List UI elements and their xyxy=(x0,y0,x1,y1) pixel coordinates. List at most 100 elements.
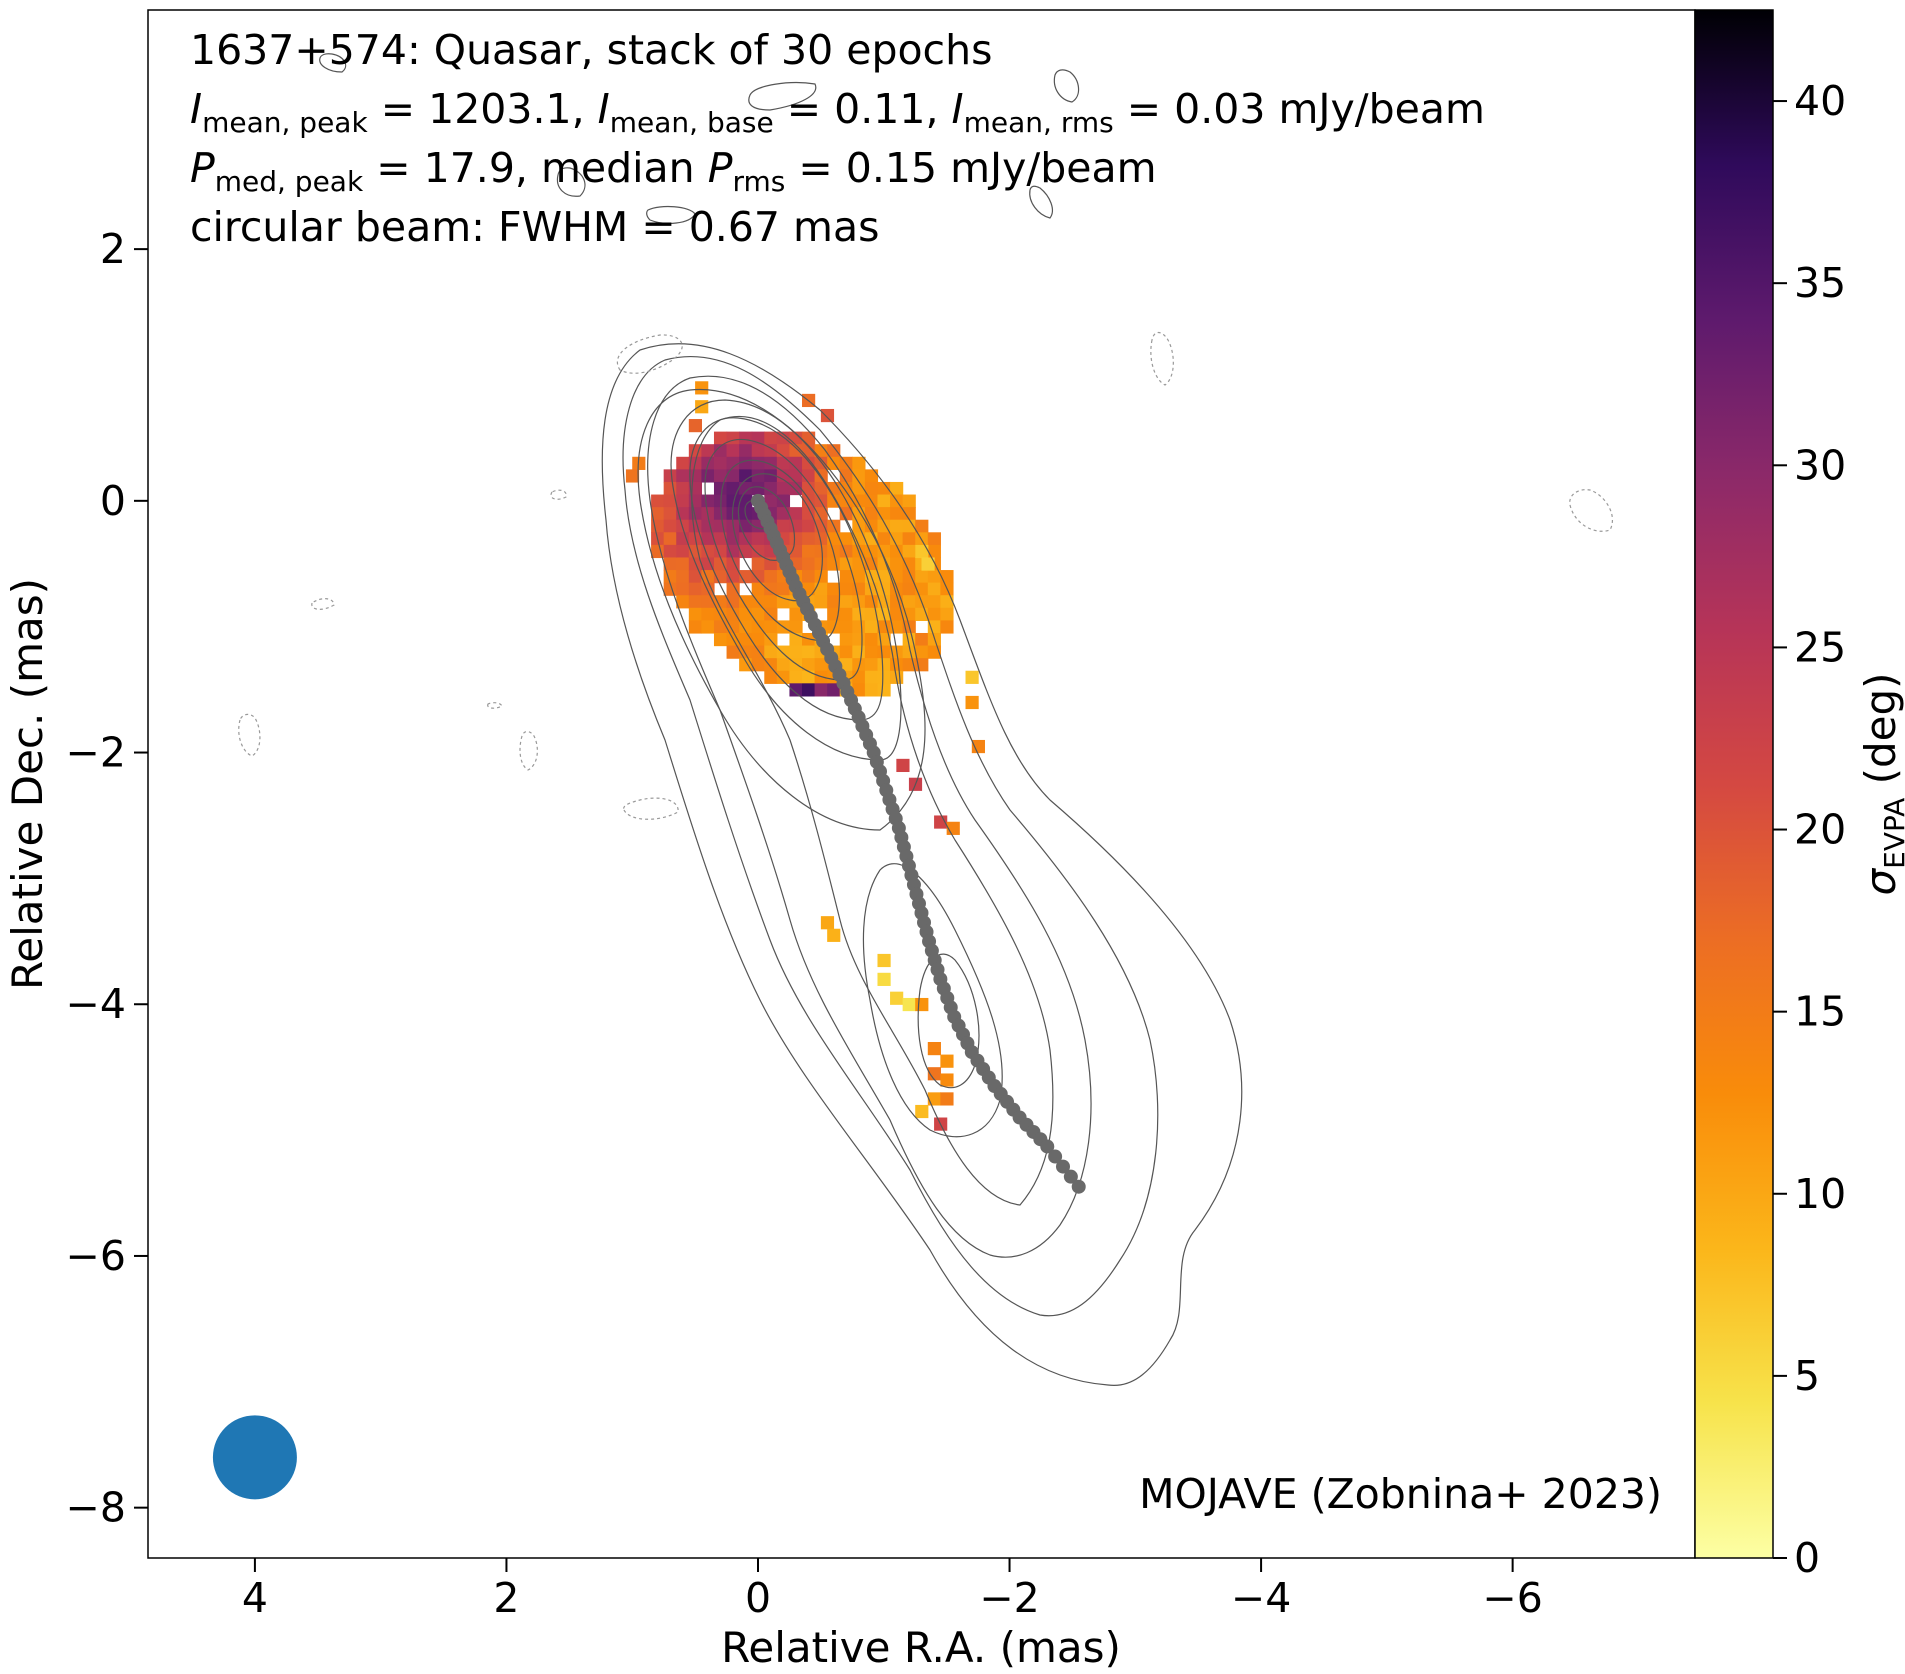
colorbar-tick-label: 40 xyxy=(1794,77,1846,125)
pol-pixel xyxy=(852,683,866,697)
pol-pixel xyxy=(814,532,828,546)
pol-pixel xyxy=(877,683,891,697)
pol-pixel xyxy=(625,469,640,483)
ridgeline-point xyxy=(1055,1159,1070,1174)
pol-pixel xyxy=(839,658,853,672)
pol-pixel xyxy=(864,607,879,621)
intensity-rms-sub: mean, rms xyxy=(964,106,1114,139)
pol-pixel xyxy=(877,582,891,596)
pol-pixel xyxy=(676,494,690,508)
pol-pixel xyxy=(651,507,665,521)
pol-pixel xyxy=(663,507,677,521)
polarization-peak-sub: med, peak xyxy=(215,165,364,198)
pol-pixel xyxy=(940,620,954,634)
pol-pixel xyxy=(751,658,765,672)
pol-pixel xyxy=(877,570,891,584)
pol-pixel xyxy=(776,595,791,609)
pol-pixel xyxy=(688,620,702,634)
pol-pixel xyxy=(751,620,765,634)
pol-pixel xyxy=(940,1073,954,1087)
pol-pixel xyxy=(915,645,929,659)
pol-pixel xyxy=(902,507,916,521)
pol-pixel xyxy=(814,544,828,559)
pol-pixel xyxy=(802,431,816,445)
beam-ellipse xyxy=(212,1415,297,1500)
pol-pixel xyxy=(802,469,816,483)
pol-pixel xyxy=(852,632,866,647)
colorbar-axis: 0 5 10 15 20 25 30 35 40 xyxy=(1773,77,1846,1582)
pol-pixel xyxy=(852,670,866,684)
contour-level xyxy=(731,473,823,602)
pol-pixel xyxy=(940,1092,954,1106)
pol-pixel xyxy=(864,670,879,684)
colorbar-label: σEVPA (deg) xyxy=(1856,672,1905,895)
pol-pixel xyxy=(688,519,702,533)
space xyxy=(585,85,598,133)
pol-pixel xyxy=(839,595,853,609)
contour-level xyxy=(704,438,863,681)
pol-pixel xyxy=(688,595,702,609)
pol-pixel xyxy=(839,532,853,546)
pol-pixel xyxy=(902,595,916,609)
pol-pixel xyxy=(663,557,677,571)
pol-pixel xyxy=(839,582,853,596)
x-tick-label: 2 xyxy=(493,1574,519,1622)
pol-pixel xyxy=(726,595,740,609)
contour-level xyxy=(737,486,796,561)
pol-pixel xyxy=(877,658,891,672)
pol-pixel xyxy=(651,494,665,508)
pol-pixel xyxy=(764,431,778,445)
pol-pixel xyxy=(839,570,853,584)
pol-pixel xyxy=(877,953,891,968)
pol-pixel xyxy=(852,582,866,596)
pol-pixel xyxy=(726,444,740,458)
space xyxy=(1114,85,1127,133)
pol-pixel xyxy=(688,570,702,584)
pol-pixel xyxy=(676,532,690,546)
contour-level xyxy=(1053,69,1080,103)
pol-pixel xyxy=(789,620,803,634)
y-tick-label: 0 xyxy=(100,477,126,525)
contour-level xyxy=(647,375,1092,1258)
colorbar-tick-label: 15 xyxy=(1794,988,1846,1036)
pol-pixel xyxy=(726,507,740,521)
pol-pixel xyxy=(864,658,879,672)
colorbar-frame xyxy=(1694,9,1774,1559)
pol-pixel xyxy=(726,620,740,634)
pol-pixel xyxy=(814,670,828,684)
pol-pixel xyxy=(971,739,985,754)
pol-pixel xyxy=(839,607,853,621)
pol-pixel xyxy=(688,419,702,433)
pol-pixel xyxy=(927,1092,941,1106)
pol-pixel xyxy=(814,507,828,521)
pol-pixel xyxy=(676,570,690,584)
contour-level xyxy=(601,343,1243,1387)
pol-pixel xyxy=(739,620,753,634)
pol-pixel xyxy=(927,595,941,609)
pol-pixel xyxy=(726,607,740,621)
pol-pixel xyxy=(739,456,753,470)
pol-pixel xyxy=(764,469,778,483)
pol-pixel xyxy=(802,645,816,659)
pol-pixel xyxy=(864,469,879,483)
pol-pixel xyxy=(789,456,803,470)
pol-pixel xyxy=(877,645,891,659)
contour-level xyxy=(917,953,980,1089)
pol-pixel xyxy=(902,997,916,1012)
pol-pixel xyxy=(827,620,841,634)
pol-pixel xyxy=(902,544,916,559)
pol-pixel xyxy=(902,607,916,621)
pol-pixel xyxy=(764,557,778,571)
pol-pixel xyxy=(827,595,841,609)
pol-pixel xyxy=(890,507,904,521)
pol-pixel xyxy=(764,607,778,621)
y-axis: 2 0 −2 −4 −6 −8 xyxy=(66,225,148,1532)
intensity-symbol-2: I xyxy=(598,85,610,133)
pol-pixel xyxy=(776,494,791,508)
pol-pixel xyxy=(663,481,677,496)
pol-pixel xyxy=(726,582,740,596)
pol-pixel xyxy=(713,557,728,571)
pol-pixel xyxy=(915,519,929,533)
pol-pixel xyxy=(701,519,715,533)
